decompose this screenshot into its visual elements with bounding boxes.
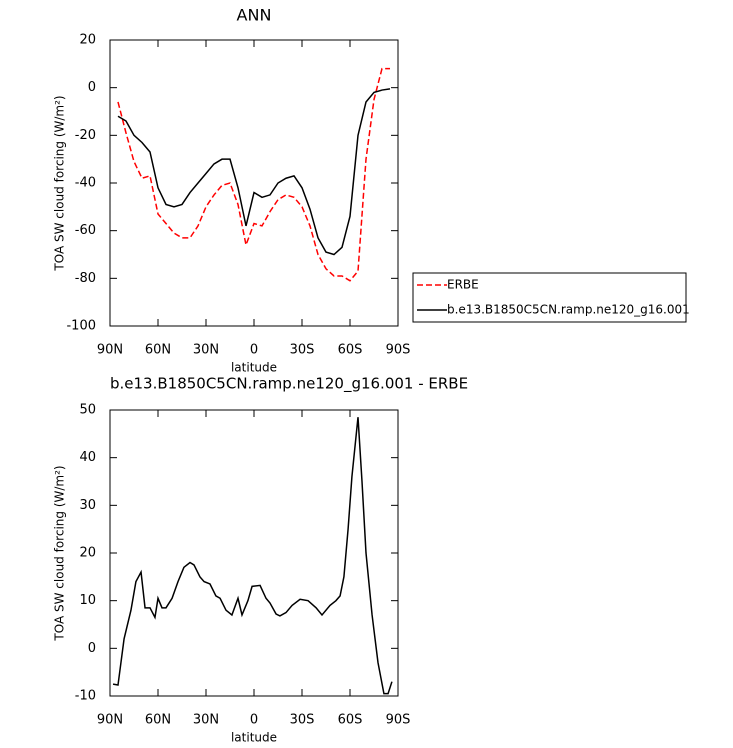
x-tick-label: 0 [250,713,258,728]
x-axis-label: latitude [231,731,277,745]
y-tick-label: 20 [79,33,96,48]
y-tick-label: -100 [66,319,96,334]
legend-box [412,272,687,323]
x-tick-label: 30N [193,713,219,728]
y-tick-label: 50 [79,403,96,418]
y-tick-label: 0 [88,641,96,656]
x-tick-label: 90S [386,713,411,728]
x-tick-label: 60S [338,713,363,728]
y-tick-label: -80 [75,271,96,286]
y-tick-label: 30 [79,498,96,513]
y-axis-label: TOA SW cloud forcing (W/m²) [53,95,67,271]
y-tick-label: 40 [79,450,96,465]
y-axis-label: TOA SW cloud forcing (W/m²) [53,465,67,641]
y-tick-label: -10 [75,689,96,704]
x-tick-label: 30N [193,343,219,358]
y-tick-label: 0 [88,80,96,95]
chart-title: b.e13.B1850C5CN.ramp.ne120_g16.001 - ERB… [110,375,468,394]
data-line [117,88,391,256]
x-tick-label: 60N [145,713,171,728]
y-tick-label: 10 [79,593,96,608]
x-tick-label: 90N [97,713,123,728]
x-tick-label: 90N [97,343,123,358]
x-tick-label: 60S [338,343,363,358]
y-tick-label: -60 [75,223,96,238]
x-tick-label: 30S [290,713,315,728]
legend-label: ERBE [447,278,479,292]
data-line [112,417,393,695]
x-axis-label: latitude [231,361,277,375]
data-line [117,67,390,282]
x-tick-label: 30S [290,343,315,358]
x-tick-label: 60N [145,343,171,358]
y-tick-label: -20 [75,128,96,143]
y-tick-label: 20 [79,546,96,561]
x-tick-label: 0 [250,343,258,358]
y-tick-label: -40 [75,176,96,191]
chart-title: ANN [237,6,272,25]
legend-label: b.e13.B1850C5CN.ramp.ne120_g16.001 [447,303,690,317]
x-tick-label: 90S [386,343,411,358]
